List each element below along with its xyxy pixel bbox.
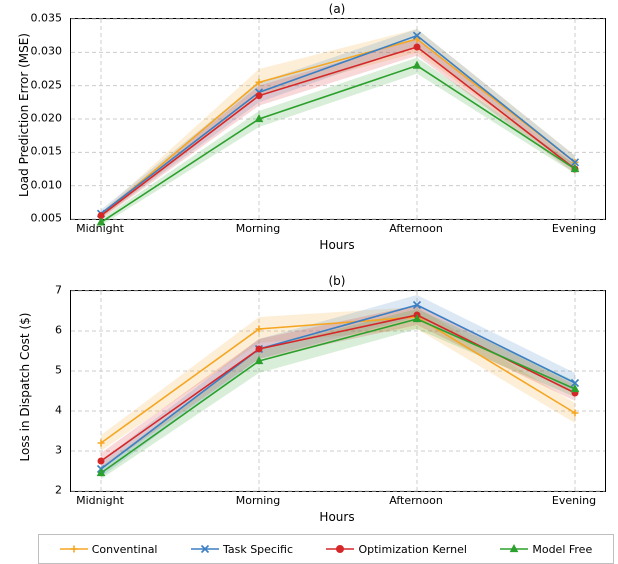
legend-item: Task Specific: [191, 542, 293, 556]
legend-swatch: [326, 542, 354, 556]
panel-b-xtick: Evening: [552, 494, 596, 507]
panel-a-xtick: Morning: [236, 222, 281, 235]
legend-item: Model Free: [500, 542, 592, 556]
panel-a: [70, 18, 606, 220]
panel-b-ytick: 7: [26, 284, 62, 297]
legend-label: Conventinal: [92, 543, 158, 556]
panel-b-ytick: 2: [26, 484, 62, 497]
panel-b-xtick: Afternoon: [389, 494, 443, 507]
panel-a-ytick: 0.025: [26, 78, 62, 91]
legend-swatch: [500, 542, 528, 556]
panel-a-plot: [71, 19, 605, 219]
legend-swatch: [60, 542, 88, 556]
panel-b-xlabel: Hours: [70, 510, 604, 524]
panel-b-title: (b): [70, 274, 604, 288]
panel-b-ytick: 5: [26, 364, 62, 377]
panel-b-xtick: Morning: [236, 494, 281, 507]
panel-a-title: (a): [70, 2, 604, 16]
panel-b-ytick: 4: [26, 404, 62, 417]
legend-label: Optimization Kernel: [358, 543, 466, 556]
panel-a-xtick: Evening: [552, 222, 596, 235]
legend-swatch: [191, 542, 219, 556]
figure: { "figure_size": { "width": 618, "height…: [0, 0, 618, 564]
panel-a-xtick: Afternoon: [389, 222, 443, 235]
legend: Conventinal Task Specific Optimization K…: [38, 534, 614, 564]
panel-b-plot: [71, 291, 605, 491]
panel-a-ytick: 0.035: [26, 12, 62, 25]
panel-b-ytick: 3: [26, 444, 62, 457]
panel-a-ytick: 0.020: [26, 112, 62, 125]
panel-a-ytick: 0.005: [26, 212, 62, 225]
panel-b: [70, 290, 606, 492]
legend-label: Model Free: [532, 543, 592, 556]
legend-item: Conventinal: [60, 542, 158, 556]
panel-a-xtick: Midnight: [76, 222, 124, 235]
legend-label: Task Specific: [223, 543, 293, 556]
panel-a-ytick: 0.010: [26, 178, 62, 191]
legend-item: Optimization Kernel: [326, 542, 466, 556]
panel-a-ytick: 0.015: [26, 145, 62, 158]
panel-b-xtick: Midnight: [76, 494, 124, 507]
panel-a-ytick: 0.030: [26, 45, 62, 58]
panel-b-ytick: 6: [26, 324, 62, 337]
panel-a-xlabel: Hours: [70, 238, 604, 252]
